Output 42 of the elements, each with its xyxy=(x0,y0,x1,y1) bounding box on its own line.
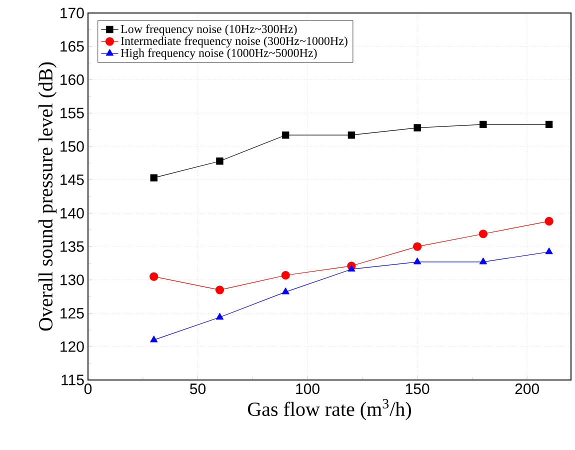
point xyxy=(480,120,487,128)
y-tick-label: 155 xyxy=(60,108,84,118)
point xyxy=(150,336,158,342)
point xyxy=(282,132,290,139)
point xyxy=(478,230,488,238)
x-tick-label: 0 xyxy=(84,384,92,394)
point xyxy=(413,242,422,251)
y-tick-label: 165 xyxy=(60,41,84,52)
point xyxy=(544,216,554,226)
point xyxy=(348,264,356,272)
y-tick-label: 160 xyxy=(60,74,84,86)
y-tick-label: 125 xyxy=(60,308,84,319)
point xyxy=(348,132,356,139)
y-tick-label: 150 xyxy=(60,141,84,152)
point xyxy=(282,288,290,294)
y-tick-label: 130 xyxy=(60,274,84,286)
x-axis-title: Gas flow rate (m$^{3}$/h) xyxy=(248,399,411,420)
point xyxy=(545,120,553,128)
y-tick-label: 135 xyxy=(60,241,84,252)
y-tick-label: 140 xyxy=(60,208,84,218)
x-tick-label: 200 xyxy=(515,384,540,394)
legend-label: Intermediate frequency noise (300Hz~1000Hz) xyxy=(120,36,348,48)
point xyxy=(150,174,158,182)
point xyxy=(150,272,158,281)
x-tick-label: 50 xyxy=(190,384,206,394)
y-tick-label: 115 xyxy=(62,374,84,386)
point xyxy=(414,258,422,264)
y-axis-title: Overall sound pressure level (dB) xyxy=(38,62,57,331)
point xyxy=(545,248,553,254)
point xyxy=(215,286,224,294)
point xyxy=(479,258,487,264)
y-tick-label: 145 xyxy=(60,174,84,186)
point xyxy=(281,270,290,280)
legend-label: High frequency noise (1000Hz~5000Hz) xyxy=(120,48,317,60)
y-tick-label: 120 xyxy=(60,341,84,352)
point xyxy=(216,312,224,320)
y-tick-label: 170 xyxy=(60,8,84,18)
legend-label: Low frequency noise (10Hz~300Hz) xyxy=(120,24,297,36)
x-tick-label: 150 xyxy=(406,384,430,394)
point xyxy=(414,124,421,132)
point xyxy=(216,158,224,165)
x-tick-label: 100 xyxy=(296,384,320,394)
